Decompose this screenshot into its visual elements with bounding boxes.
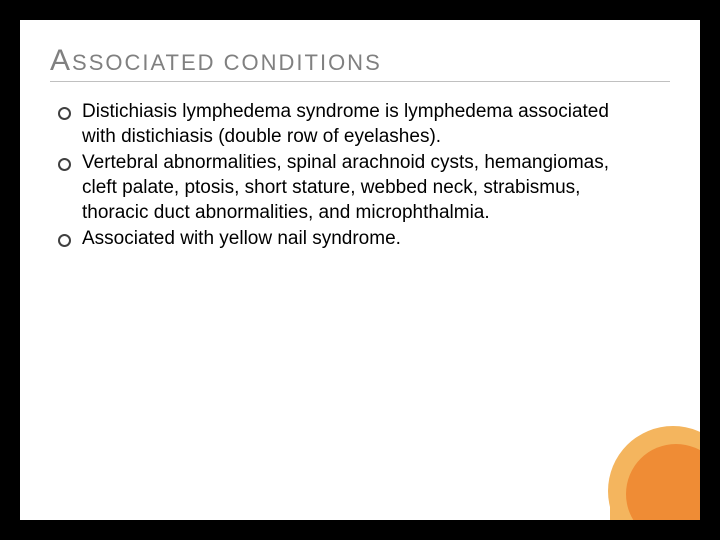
list-item: Distichiasis lymphedema syndrome is lymp…: [56, 100, 640, 149]
bullet-list: Distichiasis lymphedema syndrome is lymp…: [56, 100, 640, 252]
content-area: Distichiasis lymphedema syndrome is lymp…: [50, 100, 670, 252]
list-item: Vertebral abnormalities, spinal arachnoi…: [56, 151, 640, 225]
slide-container: ASSOCIATED CONDITIONS Distichiasis lymph…: [20, 20, 700, 520]
slide-clip: [20, 20, 700, 520]
list-item: Associated with yellow nail syndrome.: [56, 227, 640, 252]
